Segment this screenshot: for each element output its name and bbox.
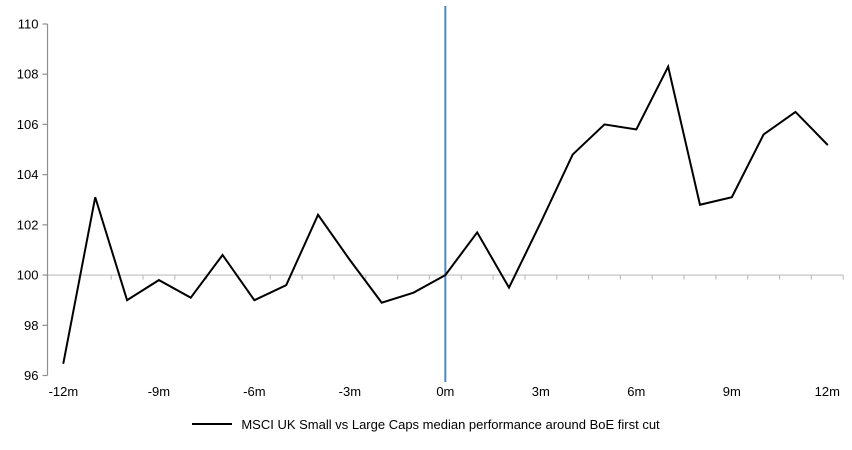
- x-axis-tick-label: 12m: [815, 384, 840, 399]
- x-axis-tick-label: -12m: [49, 384, 79, 399]
- y-axis-tick-label: 102: [17, 217, 39, 232]
- x-axis-tick-label: -3m: [339, 384, 361, 399]
- x-axis-tick-label: 6m: [627, 384, 645, 399]
- y-axis-tick-label: 106: [17, 117, 39, 132]
- y-axis-tick-label: 110: [18, 17, 39, 32]
- y-axis-tick-label: 98: [24, 318, 38, 333]
- y-axis-tick-label: 104: [17, 167, 39, 182]
- legend-label: MSCI UK Small vs Large Caps median perfo…: [241, 416, 660, 432]
- x-axis-tick-label: 0m: [436, 384, 454, 399]
- y-axis-tick-label: 108: [17, 67, 39, 82]
- x-axis-tick-label: 3m: [532, 384, 550, 399]
- series-line: [62, 63, 829, 364]
- legend-line-sample-icon: [192, 423, 233, 425]
- y-axis-tick-label: 96: [24, 368, 38, 383]
- x-axis-tick-label: -9m: [148, 384, 170, 399]
- x-axis-tick-label: 9m: [723, 384, 741, 399]
- y-axis-tick-label: 100: [17, 268, 39, 283]
- x-axis-tick-label: -6m: [243, 384, 265, 399]
- legend: MSCI UK Small vs Large Caps median perfo…: [0, 415, 852, 433]
